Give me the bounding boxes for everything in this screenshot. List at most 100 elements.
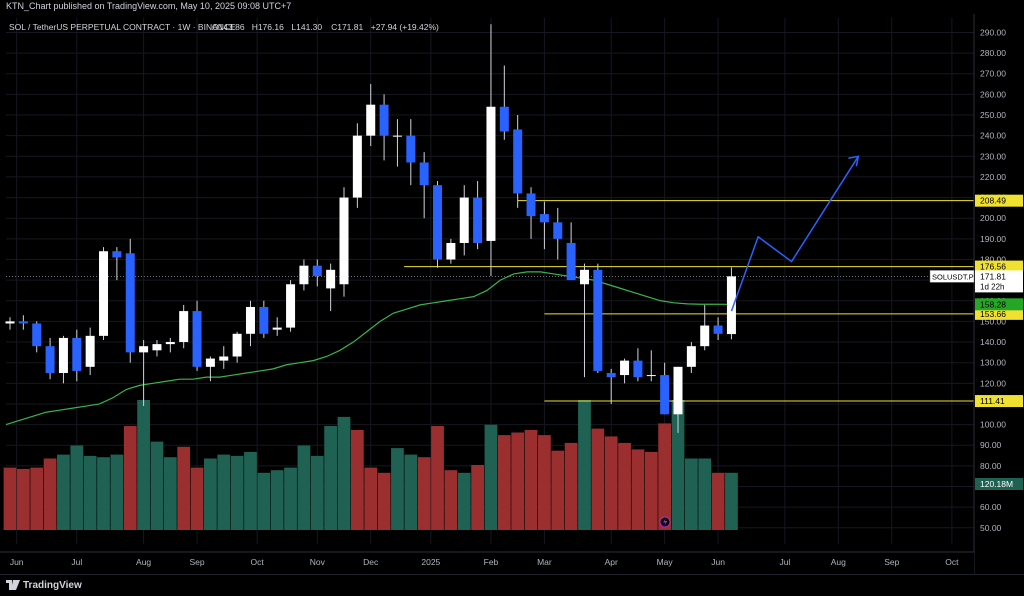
- ma-price-badge-bg: [975, 298, 1023, 311]
- candle[interactable]: [713, 317, 723, 340]
- candle[interactable]: [286, 280, 296, 332]
- candle[interactable]: [352, 123, 362, 208]
- candle[interactable]: [646, 350, 656, 382]
- candle[interactable]: [419, 152, 429, 219]
- candle[interactable]: [125, 238, 135, 363]
- candle[interactable]: [486, 24, 496, 276]
- candle[interactable]: [539, 201, 549, 250]
- candle[interactable]: [459, 185, 469, 256]
- candle[interactable]: [245, 300, 255, 347]
- candle[interactable]: [219, 346, 229, 369]
- projection-arrow[interactable]: [730, 155, 860, 312]
- volume-bar: [578, 400, 591, 530]
- candle[interactable]: [205, 356, 215, 382]
- time-axis[interactable]: Jun Jul Aug Sep Oct Nov Dec 2025 Feb Mar Apr May Jun…: [0, 516, 974, 574]
- volume-bar: [538, 435, 551, 530]
- candle-body: [112, 251, 122, 258]
- candle[interactable]: [513, 115, 523, 208]
- volume-bar: [244, 452, 257, 530]
- time-axis-background: [0, 552, 974, 574]
- candle-body: [459, 197, 469, 243]
- candle-body: [406, 135, 416, 163]
- candle[interactable]: [499, 65, 509, 140]
- candle[interactable]: [660, 362, 670, 415]
- ohlc-value: +27.94 (+19.42%): [371, 22, 439, 32]
- candle[interactable]: [673, 366, 683, 433]
- volume-bar: [631, 449, 645, 530]
- flash-icon[interactable]: [659, 516, 671, 528]
- candles[interactable]: [5, 24, 736, 433]
- candle[interactable]: [433, 181, 443, 268]
- level-price-badge: 176.56: [980, 262, 1006, 272]
- volume-bar: [123, 426, 137, 530]
- volume-bar: [417, 457, 431, 530]
- candle[interactable]: [473, 181, 483, 250]
- candle[interactable]: [526, 187, 536, 239]
- candle-body: [379, 104, 389, 136]
- price-tick-label: 250.00: [980, 110, 1006, 120]
- projection-line[interactable]: [730, 155, 859, 312]
- candle[interactable]: [326, 263, 336, 312]
- ma-line: [5, 271, 728, 426]
- candle-body: [18, 321, 28, 324]
- candle[interactable]: [593, 263, 603, 374]
- candle[interactable]: [232, 331, 242, 363]
- candle[interactable]: [446, 238, 456, 264]
- volume-badge: 120.18M: [980, 479, 1013, 489]
- candle[interactable]: [700, 304, 710, 351]
- candle[interactable]: [726, 267, 736, 340]
- candle[interactable]: [272, 317, 282, 336]
- candle[interactable]: [366, 84, 376, 146]
- candle-body: [5, 321, 15, 324]
- candle[interactable]: [379, 94, 389, 161]
- candle[interactable]: [339, 187, 349, 297]
- candle[interactable]: [620, 358, 630, 384]
- candle[interactable]: [259, 300, 269, 338]
- candle[interactable]: [179, 304, 189, 349]
- volume-bar: [204, 458, 217, 530]
- candle[interactable]: [633, 348, 643, 382]
- candle[interactable]: [112, 247, 122, 281]
- candle[interactable]: [32, 321, 42, 353]
- time-tick-label: Feb: [484, 557, 499, 567]
- candle[interactable]: [58, 335, 68, 384]
- level-price-badge-bg: [975, 395, 1023, 408]
- candle[interactable]: [406, 119, 416, 186]
- candle[interactable]: [139, 339, 149, 407]
- candle[interactable]: [45, 337, 55, 380]
- candle[interactable]: [72, 329, 82, 382]
- price-axis[interactable]: 50.0060.0070.0080.0090.00100.00110.00120…: [929, 14, 1024, 574]
- candle[interactable]: [606, 368, 616, 404]
- candle[interactable]: [686, 342, 696, 374]
- candle[interactable]: [152, 339, 162, 357]
- candle-body: [726, 276, 736, 335]
- candle[interactable]: [312, 259, 322, 287]
- candle[interactable]: [579, 263, 589, 378]
- price-chart[interactable]: 50.0060.0070.0080.0090.00100.00110.00120…: [0, 14, 1024, 574]
- volume-bar: [698, 458, 712, 530]
- volume-bar: [444, 470, 458, 530]
- arrow-head-icon: [848, 155, 860, 167]
- horizontal-levels[interactable]: [6, 200, 974, 402]
- candle[interactable]: [299, 259, 309, 291]
- candle-body: [713, 325, 723, 334]
- candle[interactable]: [18, 315, 28, 330]
- price-tick-label: 120.00: [980, 378, 1006, 388]
- volume-bar: [337, 416, 351, 530]
- volume-bar: [350, 429, 364, 530]
- candle[interactable]: [553, 207, 563, 260]
- candle-body: [486, 106, 496, 241]
- time-tick-label: Nov: [310, 557, 326, 567]
- candle[interactable]: [192, 300, 202, 371]
- level-price-badge: 153.66: [980, 309, 1006, 319]
- price-tick-label: 60.00: [980, 502, 1002, 512]
- volume-bar: [230, 455, 244, 530]
- candle[interactable]: [566, 222, 576, 281]
- candle[interactable]: [5, 317, 15, 330]
- candle[interactable]: [85, 327, 95, 376]
- candle-body: [32, 323, 42, 347]
- candle[interactable]: [99, 247, 109, 340]
- candle[interactable]: [392, 119, 402, 167]
- volume-bar: [404, 454, 418, 530]
- candle[interactable]: [165, 337, 175, 353]
